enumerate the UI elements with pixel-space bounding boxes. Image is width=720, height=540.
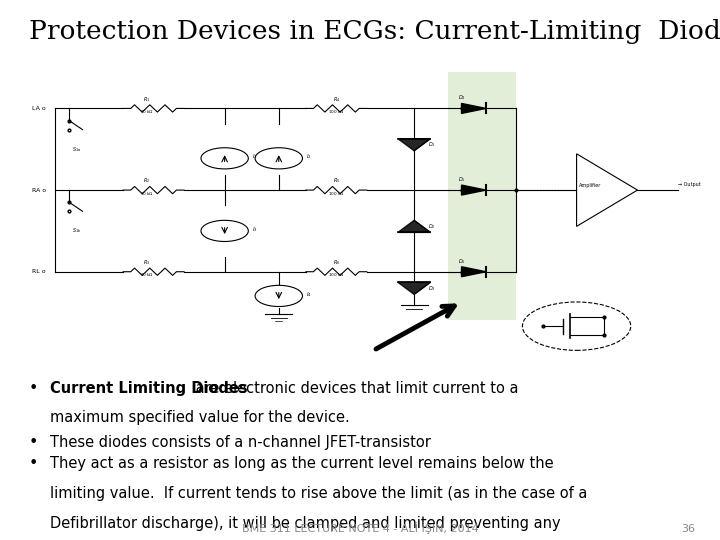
Text: are electronic devices that limit current to a: are electronic devices that limit curren…: [191, 381, 518, 396]
Text: $S_{1a}$: $S_{1a}$: [72, 145, 81, 154]
Text: $R_6$: $R_6$: [333, 258, 340, 267]
Polygon shape: [398, 139, 431, 151]
Text: LA o: LA o: [32, 106, 45, 111]
Polygon shape: [398, 220, 431, 232]
Text: $R_4$: $R_4$: [333, 95, 340, 104]
Text: $I_3$: $I_3$: [252, 225, 258, 234]
Polygon shape: [462, 267, 486, 276]
Text: Protection Devices in ECGs: Current-Limiting  Diodes: Protection Devices in ECGs: Current-Limi…: [29, 19, 720, 44]
Polygon shape: [577, 154, 637, 226]
Text: 100 k$\Omega$: 100 k$\Omega$: [328, 190, 345, 197]
Text: •: •: [29, 435, 38, 450]
Text: $D_6$: $D_6$: [458, 256, 465, 266]
Bar: [448, 72, 516, 320]
Text: They act as a resistor as long as the current level remains below the: They act as a resistor as long as the cu…: [50, 456, 554, 471]
Text: limiting value.  If current tends to rise above the limit (as in the case of a: limiting value. If current tends to rise…: [50, 486, 588, 501]
Text: Current Limiting Diodes: Current Limiting Diodes: [50, 381, 248, 396]
Text: RA o: RA o: [32, 187, 46, 193]
Text: 10 k$\Omega$: 10 k$\Omega$: [140, 271, 154, 278]
Circle shape: [523, 302, 631, 350]
Text: maximum specified value for the device.: maximum specified value for the device.: [50, 410, 350, 426]
Text: $D_4$: $D_4$: [458, 93, 465, 102]
Text: $D_3$: $D_3$: [428, 284, 436, 293]
Text: 100 k$\Omega$: 100 k$\Omega$: [328, 108, 345, 115]
Text: $R_3$: $R_3$: [143, 258, 150, 267]
Text: 100 k$\Omega$: 100 k$\Omega$: [328, 271, 345, 278]
Text: These diodes consists of a n-channel JFET-transistor: These diodes consists of a n-channel JFE…: [50, 435, 431, 450]
Text: $I_2$: $I_2$: [306, 152, 312, 161]
Text: $I_4$: $I_4$: [306, 290, 312, 299]
Text: •: •: [29, 381, 38, 396]
Text: $S_{1b}$: $S_{1b}$: [72, 226, 81, 235]
Text: RL o: RL o: [32, 269, 45, 274]
Polygon shape: [462, 185, 486, 195]
Polygon shape: [398, 282, 431, 294]
Text: Defibrillator discharge), it will be clamped and limited preventing any: Defibrillator discharge), it will be cla…: [50, 516, 561, 531]
Text: $R_2$: $R_2$: [143, 177, 150, 185]
Text: Amplifier: Amplifier: [579, 183, 601, 188]
Text: $R_5$: $R_5$: [333, 177, 340, 185]
Text: $I_1$: $I_1$: [252, 152, 258, 161]
Text: •: •: [29, 456, 38, 471]
Text: $D_5$: $D_5$: [458, 175, 465, 184]
Text: $R_1$: $R_1$: [143, 95, 150, 104]
Text: 10 k$\Omega$: 10 k$\Omega$: [140, 190, 154, 197]
Text: $D_1$: $D_1$: [428, 140, 436, 149]
Text: $D_2$: $D_2$: [428, 222, 436, 231]
Text: 36: 36: [681, 523, 695, 534]
Text: → Output: → Output: [678, 181, 701, 186]
Polygon shape: [462, 104, 486, 113]
Text: BME 311 LECTURE NOTE 4 - ALİ İŞİN, 2014: BME 311 LECTURE NOTE 4 - ALİ İŞİN, 2014: [242, 522, 478, 534]
Text: 10 k$\Omega$: 10 k$\Omega$: [140, 108, 154, 115]
